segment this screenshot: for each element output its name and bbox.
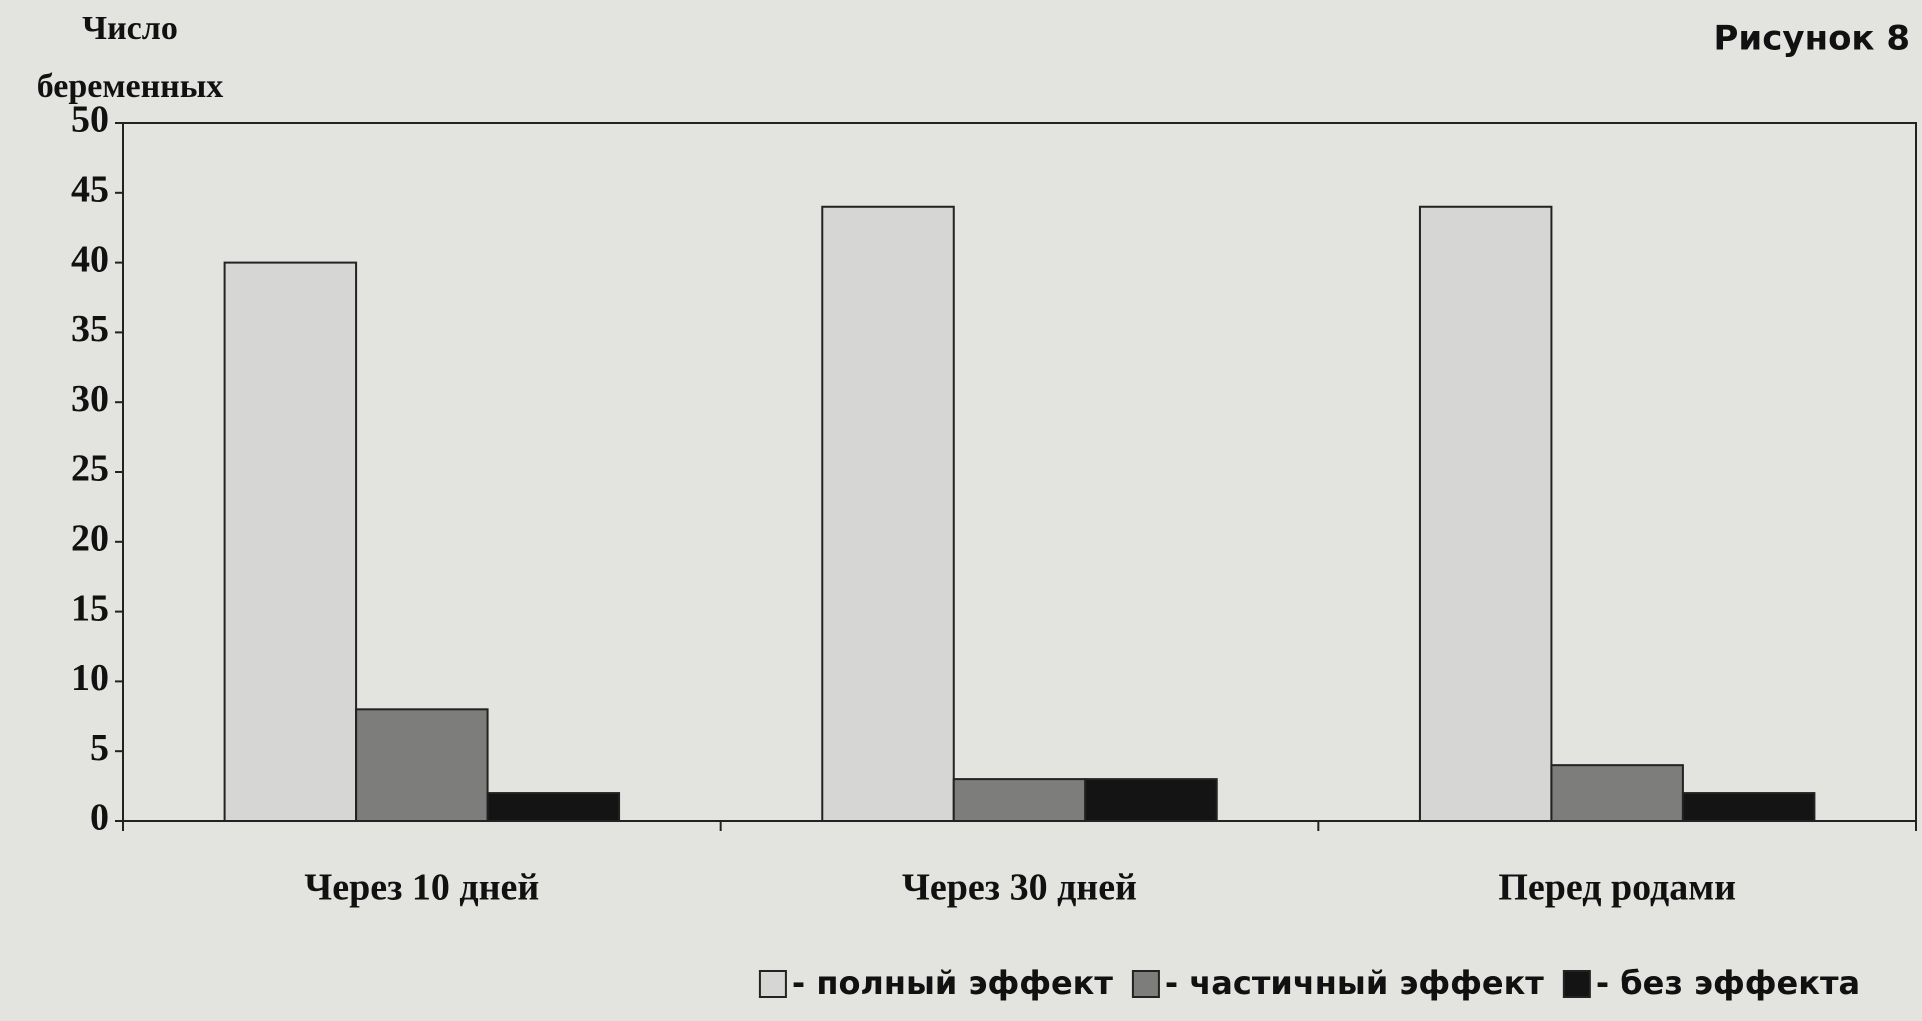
- bar: [1418, 205, 1553, 822]
- legend-swatch: [1562, 970, 1591, 998]
- y-tick-label: 45: [71, 169, 109, 211]
- legend-label: - частичный эффект: [1165, 964, 1544, 1002]
- x-tick-label: Через 30 дней: [902, 867, 1137, 909]
- y-tick-label: 20: [71, 518, 109, 560]
- y-tick-label: 30: [71, 378, 109, 420]
- bar: [223, 261, 358, 823]
- legend-swatch: [758, 970, 787, 998]
- x-tick-label: Перед родами: [1498, 867, 1736, 909]
- y-tick-label: 50: [71, 99, 109, 141]
- bar: [1084, 778, 1218, 822]
- legend-label: - полный эффект: [792, 964, 1113, 1002]
- x-tick-label: Через 10 дней: [304, 867, 539, 909]
- bar: [821, 205, 955, 822]
- bar: [952, 778, 1087, 822]
- legend-label: - без эффекта: [1596, 964, 1860, 1002]
- legend-swatch: [1131, 970, 1160, 998]
- y-tick-label: 0: [90, 797, 109, 839]
- bar: [355, 708, 489, 823]
- y-axis-label: Число беременных: [36, 10, 224, 105]
- bar: [486, 792, 621, 823]
- figure-label: Рисунок 8: [1714, 19, 1910, 59]
- y-tick-label: 10: [71, 657, 109, 699]
- y-tick-label: 15: [71, 587, 109, 629]
- y-tick-label: 5: [90, 727, 109, 769]
- bar: [1681, 792, 1816, 823]
- bar: [1550, 764, 1684, 822]
- y-tick-label: 25: [71, 448, 109, 490]
- y-tick-label: 35: [71, 308, 109, 350]
- y-tick-label: 40: [71, 238, 109, 280]
